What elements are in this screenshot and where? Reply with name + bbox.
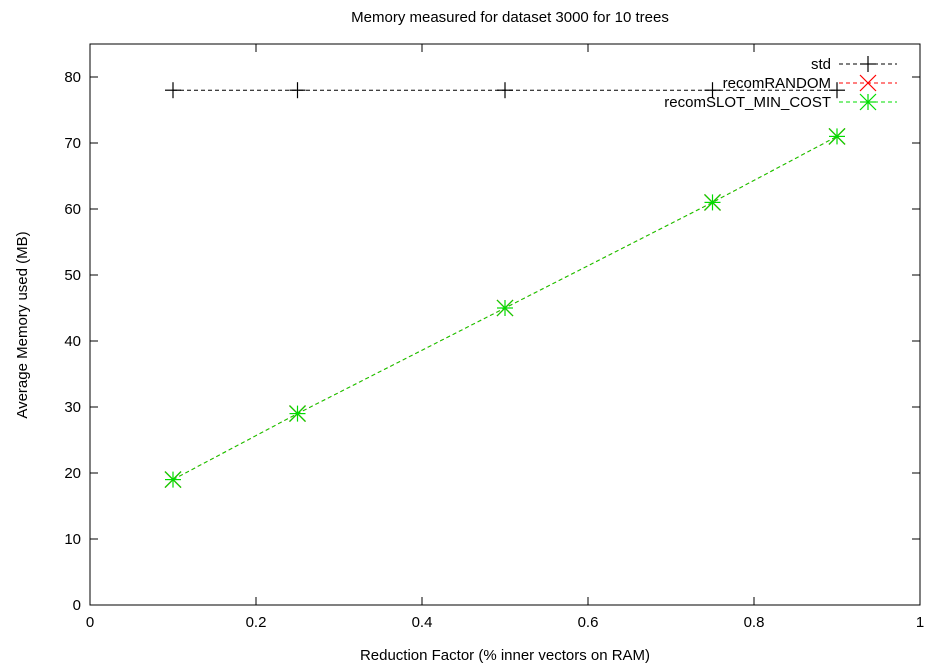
x-tick-label: 0: [86, 614, 94, 631]
plot-area: [164, 82, 846, 489]
x-axis-label: Reduction Factor (% inner vectors on RAM…: [360, 647, 650, 664]
legend-marker: [859, 74, 877, 92]
data-point-recomSLOT_MIN_COST: [704, 193, 721, 211]
y-tick-label: 40: [64, 333, 81, 350]
data-point-std: [704, 82, 721, 99]
x-tick-label: 0.6: [578, 614, 599, 631]
chart-title: Memory measured for dataset 3000 for 10 …: [351, 9, 669, 26]
x-tick-label: 0.2: [246, 614, 267, 631]
data-point-std: [497, 82, 513, 99]
legend: std recomRANDOM recomSLOT_MIN_COST: [664, 56, 897, 111]
data-point-std: [289, 82, 306, 99]
data-point-std: [829, 82, 845, 99]
y-tick-label: 20: [64, 465, 81, 482]
legend-label: recomSLOT_MIN_COST: [664, 94, 831, 111]
data-point-recomSLOT_MIN_COST: [164, 471, 182, 489]
y-tick-label: 60: [64, 201, 81, 218]
data-point-recomSLOT_MIN_COST: [289, 405, 306, 423]
y-tick-label: 10: [64, 531, 81, 548]
y-tick-label: 50: [64, 267, 81, 284]
legend-marker: [859, 93, 877, 111]
y-axis-label: Average Memory used (MB): [14, 231, 31, 418]
data-point-std: [165, 82, 181, 99]
data-point-recomSLOT_MIN_COST: [496, 299, 514, 317]
plot-frame: [89, 43, 921, 606]
legend-label: recomRANDOM: [723, 75, 831, 92]
legend-label: std: [811, 56, 831, 73]
y-tick-label: 80: [64, 69, 81, 86]
x-tick-label: 1: [916, 614, 924, 631]
legend-marker: [860, 56, 876, 72]
x-tick-label: 0.4: [412, 614, 433, 631]
y-tick-label: 0: [73, 597, 81, 614]
y-tick-label: 30: [64, 399, 81, 416]
x-tick-label: 0.8: [744, 614, 765, 631]
y-axis: 0 10 20 30 40 50 60 70 80: [64, 69, 920, 614]
y-tick-label: 70: [64, 135, 81, 152]
data-point-recomSLOT_MIN_COST: [828, 127, 846, 145]
x-axis: 0 0.2 0.4 0.6 0.8 1: [86, 44, 924, 631]
